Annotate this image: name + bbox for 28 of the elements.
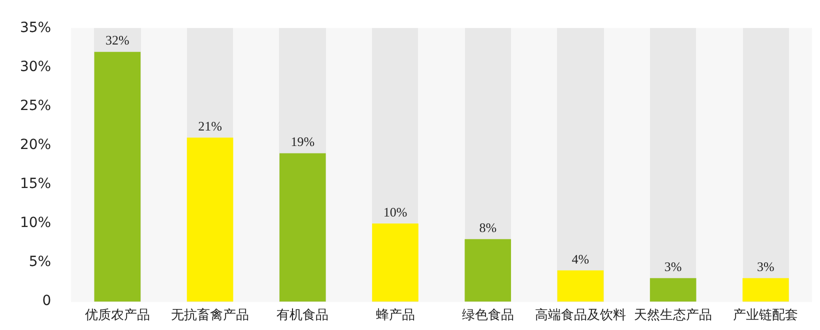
x-tick-label: 有机食品 — [276, 308, 329, 323]
x-tick-label: 优质农产品 — [84, 308, 150, 323]
y-tick-label: 30% — [20, 59, 52, 76]
y-tick-label: 10% — [20, 215, 52, 232]
data-label: 19% — [290, 134, 315, 150]
x-tick-label: 天然生态产品 — [634, 308, 712, 323]
x-tick-label: 绿色食品 — [462, 308, 514, 323]
data-label: 21% — [198, 118, 222, 134]
y-tick-label: 25% — [20, 98, 52, 114]
data-label: 32% — [106, 32, 130, 48]
data-label: 10% — [383, 204, 408, 220]
x-tick-label: 产业链配套 — [733, 308, 798, 323]
bar — [557, 270, 604, 302]
y-tick-label: 0 — [42, 293, 52, 310]
y-tick-label: 20% — [20, 137, 52, 154]
bar — [742, 278, 789, 302]
data-label: 4% — [572, 251, 590, 266]
x-tick-label: 高端食品及饮料 — [534, 306, 626, 323]
bar — [464, 239, 512, 302]
data-label: 8% — [479, 220, 497, 236]
y-tick-label: 5% — [28, 254, 52, 270]
x-tick-label: 蜂产品 — [376, 308, 415, 323]
y-tick-label: 35% — [20, 20, 52, 36]
data-label: 3% — [664, 259, 682, 274]
bar — [650, 278, 696, 302]
x-tick-label: 无抗畜禽产品 — [171, 306, 250, 323]
y-tick-label: 15% — [20, 176, 52, 192]
data-label: 3% — [757, 259, 775, 274]
